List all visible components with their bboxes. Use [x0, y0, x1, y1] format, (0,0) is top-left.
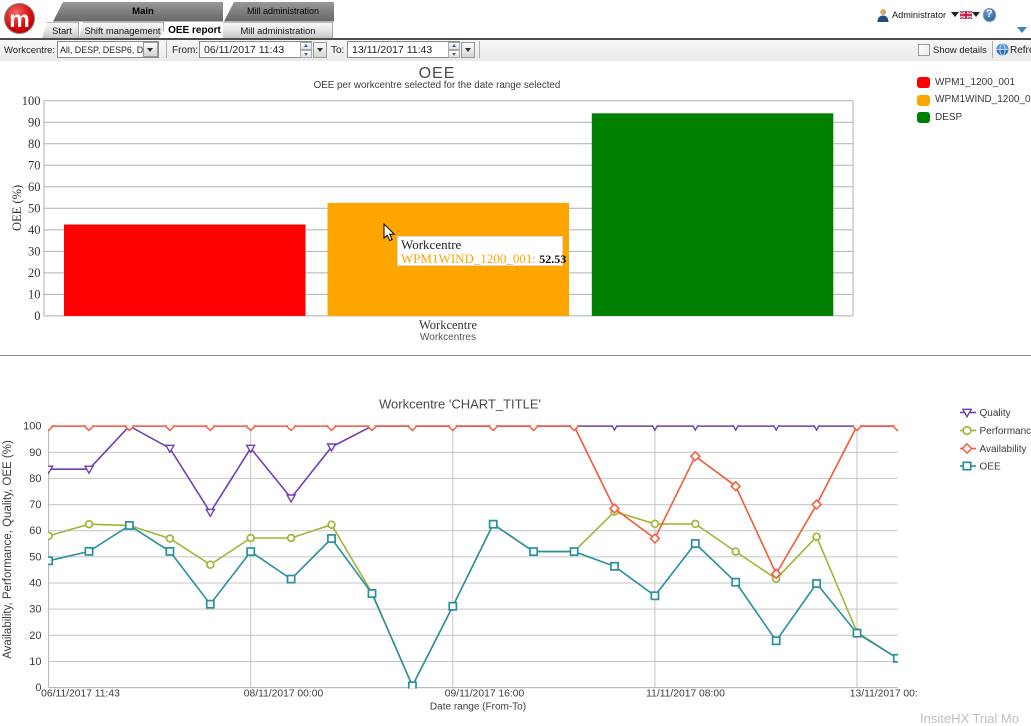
svg-text:50: 50 [29, 551, 41, 563]
svg-text:40: 40 [28, 223, 41, 237]
svg-text:Date range (From-To): Date range (From-To) [430, 702, 526, 713]
svg-text:Workcentre 'CHART_TITLE': Workcentre 'CHART_TITLE' [379, 397, 541, 412]
svg-text:70: 70 [29, 499, 41, 511]
svg-text:30: 30 [29, 604, 41, 616]
svg-text:20: 20 [28, 266, 41, 280]
svg-text:11/11/2017 08:00: 11/11/2017 08:00 [646, 689, 725, 700]
svg-text:20: 20 [29, 630, 41, 642]
svg-text:50: 50 [28, 201, 41, 215]
svg-text:10: 10 [29, 656, 41, 668]
svg-text:Performance: Performance [980, 426, 1031, 437]
svg-text:13/11/2017 00:00: 13/11/2017 00:00 [850, 689, 918, 700]
svg-text:09/11/2017 16:00: 09/11/2017 16:00 [445, 689, 525, 700]
svg-text:100: 100 [23, 421, 41, 433]
svg-text:80: 80 [29, 473, 41, 485]
svg-text:Availability, Performance, Qua: Availability, Performance, Quality, OEE … [2, 440, 14, 659]
svg-text:90: 90 [29, 447, 41, 459]
svg-text:60: 60 [28, 180, 41, 194]
svg-text:0: 0 [34, 309, 40, 323]
svg-text:40: 40 [29, 578, 41, 590]
svg-text:100: 100 [22, 94, 41, 108]
svg-text:Quality: Quality [980, 408, 1011, 419]
svg-text:70: 70 [28, 158, 41, 172]
svg-text:08/11/2017 00:00: 08/11/2017 00:00 [244, 689, 324, 700]
svg-text:30: 30 [28, 244, 41, 258]
svg-text:OEE: OEE [980, 462, 1001, 473]
svg-text:10: 10 [28, 287, 41, 301]
svg-text:06/11/2017 11:43: 06/11/2017 11:43 [41, 689, 120, 700]
svg-text:80: 80 [28, 137, 41, 151]
svg-text:60: 60 [29, 525, 41, 537]
svg-text:Availability: Availability [980, 444, 1027, 455]
svg-text:90: 90 [28, 115, 41, 129]
